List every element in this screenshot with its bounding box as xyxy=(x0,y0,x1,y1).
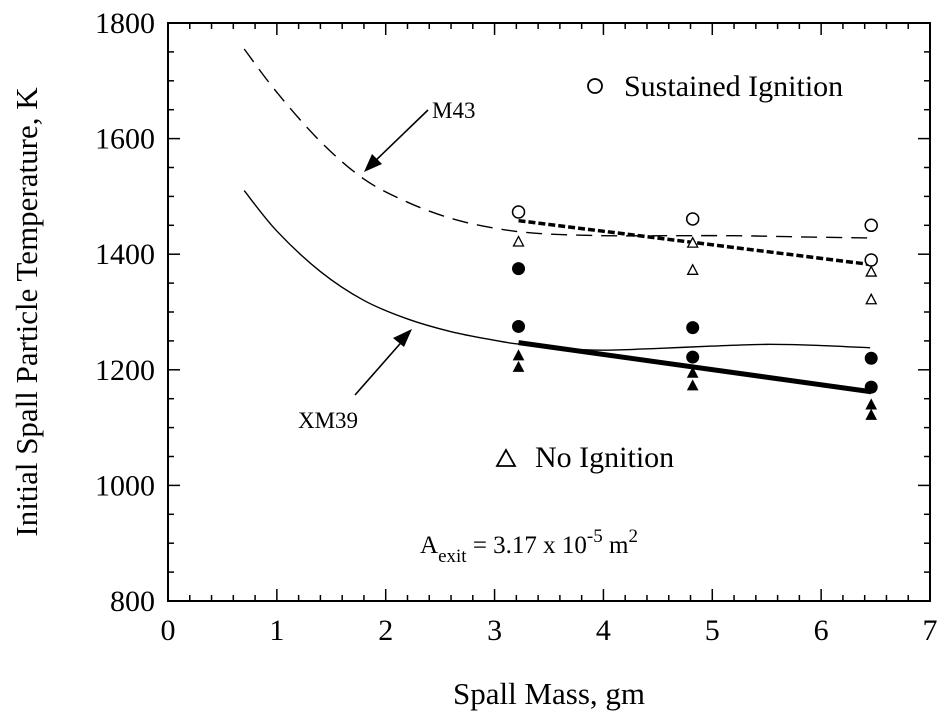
m43-label: M43 xyxy=(432,98,475,123)
legend-no-ignition-label: No Ignition xyxy=(535,441,674,474)
no-ignition-fit-line xyxy=(518,340,872,395)
y-tick-label: 1800 xyxy=(95,7,155,40)
filled-circle-point xyxy=(864,380,878,394)
xm39-arrow xyxy=(354,329,412,396)
filled-triangle-point xyxy=(865,408,878,420)
filled-triangle-point xyxy=(686,366,699,378)
x-tick-label: 2 xyxy=(378,614,393,647)
x-tick-label: 4 xyxy=(596,614,611,647)
x-tick-label: 0 xyxy=(161,614,176,647)
plot-frame xyxy=(167,22,931,602)
xm39-curve xyxy=(243,190,871,351)
curves xyxy=(243,48,871,351)
tick-labels: 0 1 2 3 4 5 6 7 800 1000 1200 1400 1600 1800 xyxy=(95,7,938,647)
filled-circle-point xyxy=(686,350,700,364)
x-tick-label: 6 xyxy=(814,614,829,647)
m43-arrow xyxy=(364,109,429,172)
legend-sustained-label: Sustained Ignition xyxy=(624,70,843,103)
y-tick-label: 1200 xyxy=(95,354,155,387)
no-ignition-point xyxy=(686,236,699,248)
axis-ticks xyxy=(167,22,931,602)
sustained-ignition-point xyxy=(864,253,878,267)
y-tick-label: 1400 xyxy=(95,238,155,271)
sustained-ignition-point xyxy=(511,205,526,219)
y-tick-label: 800 xyxy=(110,585,155,618)
sustained-fit-line xyxy=(518,218,872,267)
filled-circle-point xyxy=(686,321,700,335)
sustained-ignition-point xyxy=(685,212,700,226)
y-tick-label: 1600 xyxy=(95,123,155,156)
legend-open-triangle-marker xyxy=(495,448,517,467)
y-axis-title: Initial Spall Particle Temperature, K xyxy=(9,87,44,537)
y-tick-label: 1000 xyxy=(95,469,155,502)
filled-circle-point xyxy=(864,351,878,365)
no-ignition-point xyxy=(865,265,878,277)
filled-triangle-point xyxy=(686,379,699,391)
filled-triangle-point xyxy=(512,360,525,372)
legend-open-circle-marker xyxy=(587,78,603,94)
fit-lines xyxy=(518,218,872,395)
m43-curve xyxy=(243,48,871,239)
sustained-ignition-point xyxy=(864,218,878,233)
filled-circle-point xyxy=(512,319,526,333)
filled-circle-point xyxy=(512,262,526,276)
no-ignition-point xyxy=(686,263,699,275)
legend-no-ignition: No Ignition xyxy=(495,441,674,474)
filled-triangle-point xyxy=(512,349,525,361)
x-tick-label: 7 xyxy=(923,614,938,647)
no-ignition-point xyxy=(512,235,525,247)
no-ignition-point xyxy=(865,292,878,305)
x-tick-label: 1 xyxy=(269,614,284,647)
x-tick-label: 3 xyxy=(487,614,502,647)
xm39-label: XM39 xyxy=(298,408,358,433)
area-annotation: Aexit = 3.17 x 10-5 m2 xyxy=(420,526,638,567)
x-tick-label: 5 xyxy=(705,614,720,647)
legend-sustained: Sustained Ignition xyxy=(587,70,843,103)
x-axis-title: Spall Mass, gm xyxy=(453,676,645,711)
filled-triangle-point xyxy=(865,398,878,410)
data-points xyxy=(511,205,878,420)
